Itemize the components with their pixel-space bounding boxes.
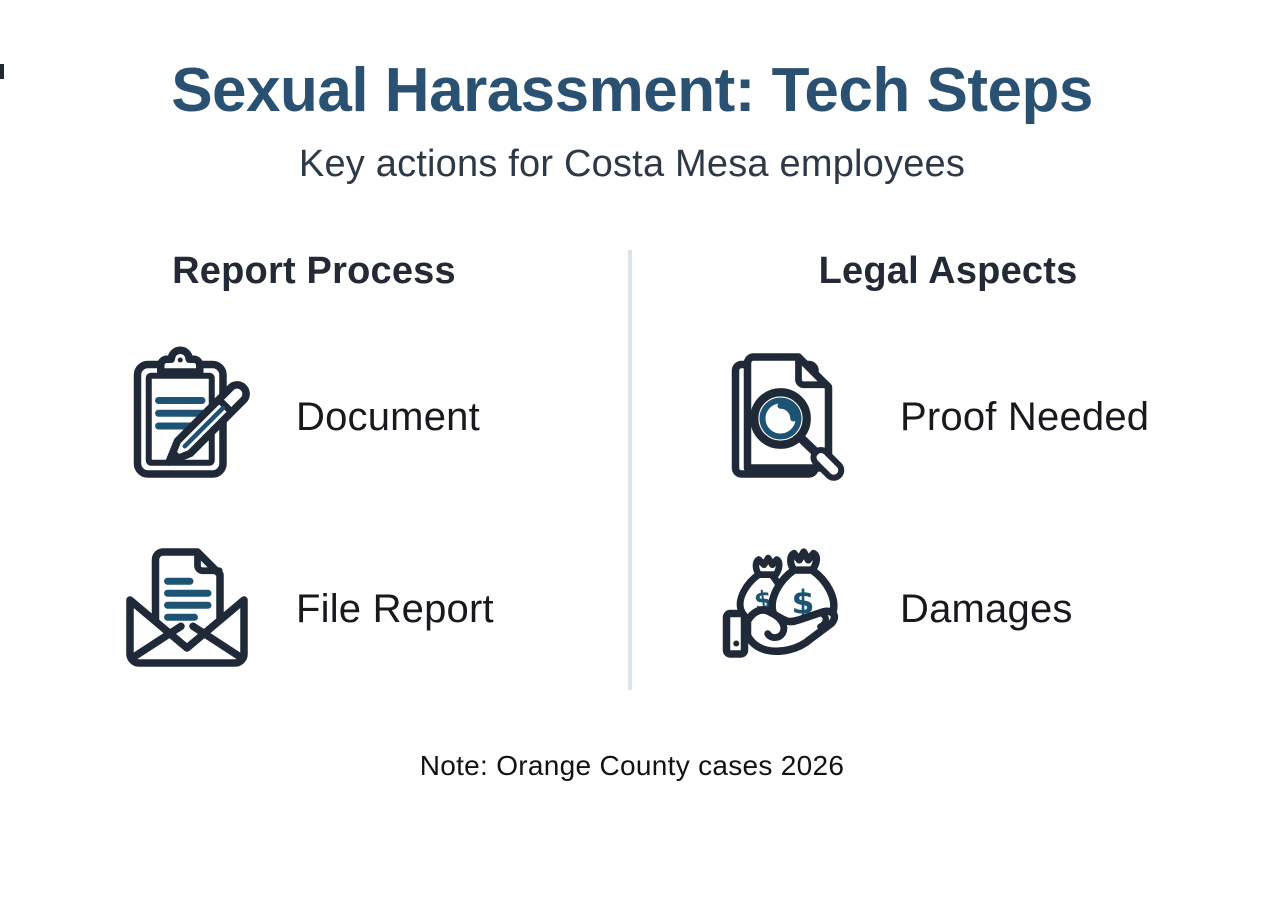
item-label-damages: Damages [900,586,1073,631]
two-column-layout: Report Process [0,250,1264,691]
list-item-document: Document [0,341,628,493]
item-label-proof-needed: Proof Needed [900,394,1150,439]
footer-note: Note: Orange County cases 2026 [419,750,845,782]
list-item-damages: $ $ Damages [632,533,1264,685]
clipboard-pencil-icon [112,341,262,493]
column-report-process: Report Process [0,250,632,691]
column-header-legal-aspects: Legal Aspects [818,250,1078,293]
item-label-file-report: File Report [296,586,494,631]
money-bags-hand-icon: $ $ [716,533,866,685]
page-title: Sexual Harassment: Tech Steps [171,56,1093,125]
list-item-proof-needed: Proof Needed [632,341,1264,493]
item-label-document: Document [296,394,480,439]
envelope-letter-icon [112,533,262,685]
column-header-report-process: Report Process [172,250,456,293]
svg-text:$: $ [792,583,815,622]
report-process-rows: Document [0,341,628,685]
page-subtitle: Key actions for Costa Mesa employees [298,143,966,186]
legal-aspects-rows: Proof Needed $ $ [632,341,1264,685]
column-legal-aspects: Legal Aspects [632,250,1264,690]
list-item-file-report: File Report [0,533,628,685]
edge-artifact [0,64,4,79]
document-magnifier-icon [716,341,866,493]
